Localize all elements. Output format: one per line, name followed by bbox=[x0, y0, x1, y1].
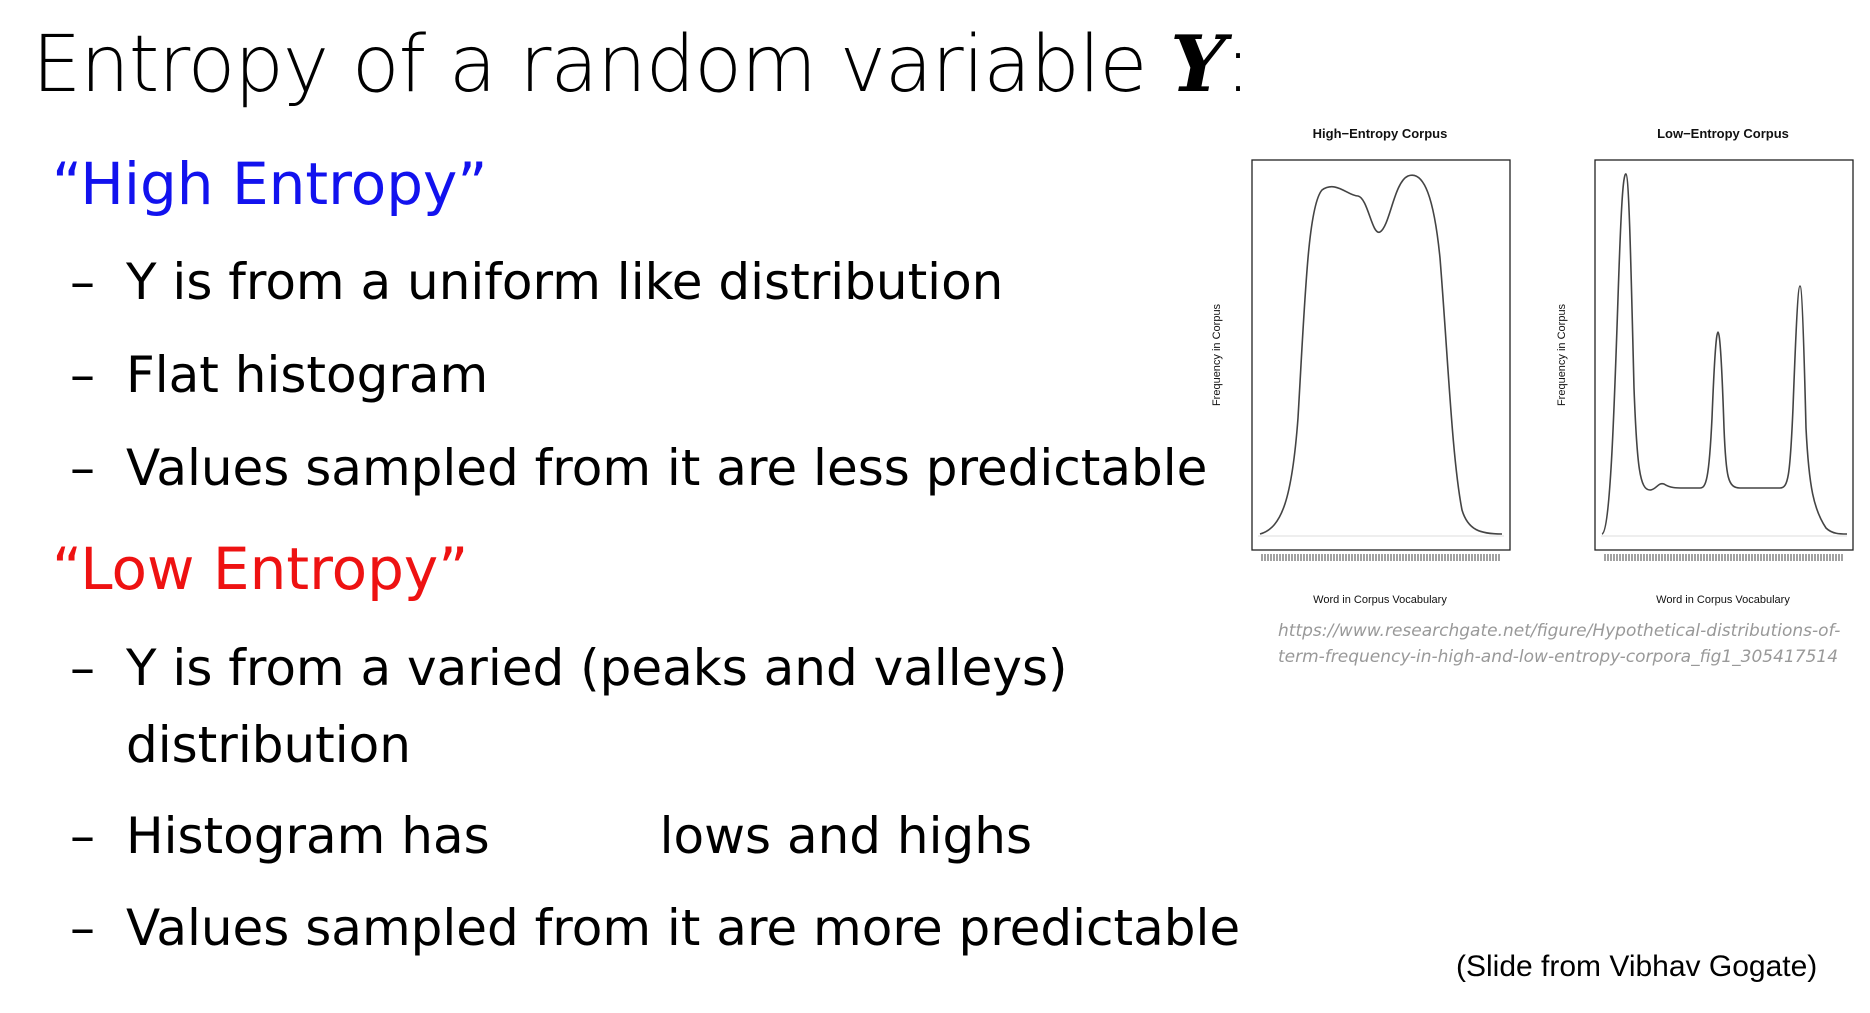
high-entropy-heading: “High Entropy” bbox=[52, 150, 488, 218]
dash-mark: – bbox=[70, 253, 95, 311]
high-bullet-2-text: Flat histogram bbox=[126, 346, 489, 404]
high-plot-title: High−Entropy Corpus bbox=[1313, 126, 1448, 141]
dash-mark: – bbox=[70, 807, 95, 865]
dash-mark: – bbox=[70, 899, 95, 957]
high-entropy-plot: High−Entropy Corpus Word in Corpus Vocab… bbox=[1211, 126, 1511, 606]
high-density-curve bbox=[1259, 174, 1503, 535]
source-url-line-2: term-frequency-in-high-and-low-entropy-c… bbox=[1278, 647, 1839, 667]
low-entropy-plot: Low−Entropy Corpus Word in Corpus Vocabu… bbox=[1556, 126, 1854, 606]
low-bullet-2-text-b: lows and highs bbox=[659, 807, 1032, 865]
dash-mark: – bbox=[70, 439, 95, 497]
low-axis-ticks bbox=[1604, 554, 1843, 561]
slide-title: Entropy of a random variable Y: bbox=[32, 18, 1251, 113]
low-bullet-2: – Histogram has lows and highs bbox=[70, 806, 1032, 866]
high-xlabel: Word in Corpus Vocabulary bbox=[1313, 594, 1447, 606]
high-bullet-2: – Flat histogram bbox=[70, 345, 488, 405]
high-axis-ticks bbox=[1261, 554, 1500, 561]
title-variable: Y bbox=[1170, 19, 1226, 110]
low-entropy-heading: “Low Entropy” bbox=[52, 535, 469, 603]
low-bullet-3: – Values sampled from it are more predict… bbox=[70, 898, 1240, 958]
low-bullet-2-text-a: Histogram has bbox=[126, 807, 490, 865]
high-bullet-1-text: Y is from a uniform like distribution bbox=[126, 253, 1004, 311]
high-bullet-3: – Values sampled from it are less predict… bbox=[70, 438, 1207, 498]
low-density-curve bbox=[1601, 173, 1848, 535]
low-bullet-3-text: Values sampled from it are more predicta… bbox=[126, 899, 1241, 957]
high-bullet-3-text: Values sampled from it are less predicta… bbox=[126, 439, 1208, 497]
low-bullet-1: – Y is from a varied (peaks and valleys) bbox=[70, 638, 1068, 698]
high-bullet-1: – Y is from a uniform like distribution bbox=[70, 252, 1003, 312]
low-bullet-1-text: Y is from a varied (peaks and valleys) bbox=[126, 639, 1068, 697]
high-ylabel: Frequency in Corpus bbox=[1211, 303, 1223, 406]
high-plot-frame bbox=[1251, 159, 1511, 551]
dash-mark: – bbox=[70, 346, 95, 404]
low-plot-title: Low−Entropy Corpus bbox=[1657, 126, 1789, 141]
entropy-figure: High−Entropy Corpus Word in Corpus Vocab… bbox=[1211, 126, 1854, 606]
low-xlabel: Word in Corpus Vocabulary bbox=[1656, 594, 1790, 606]
dash-mark: – bbox=[70, 639, 95, 697]
title-prefix: Entropy of a random variable bbox=[32, 20, 1171, 110]
low-bullet-1-continued: distribution bbox=[126, 716, 411, 774]
source-url-line-1: https://www.researchgate.net/figure/Hypo… bbox=[1278, 621, 1841, 641]
low-plot-frame bbox=[1594, 159, 1854, 551]
title-suffix: : bbox=[1224, 20, 1251, 110]
low-ylabel: Frequency in Corpus bbox=[1556, 303, 1568, 406]
slide-credit: (Slide from Vibhav Gogate) bbox=[1456, 950, 1818, 983]
